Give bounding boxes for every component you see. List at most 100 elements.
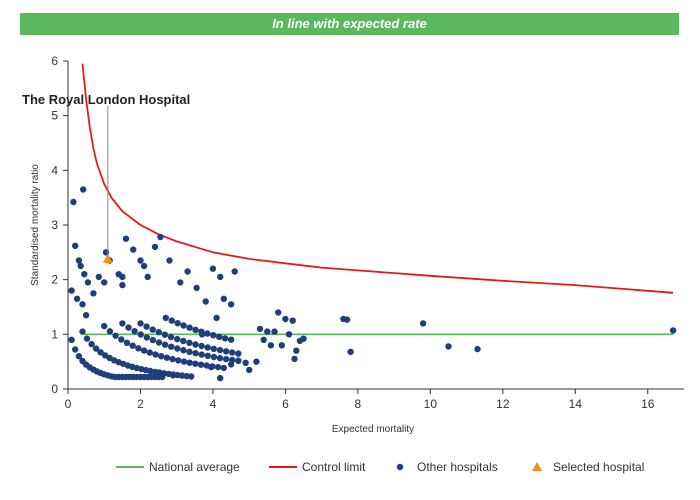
other-hospital-point: [217, 374, 224, 382]
selected-hospital-point: [102, 253, 113, 263]
other-hospital-point: [210, 353, 218, 361]
other-hospital-point: [119, 273, 126, 281]
other-hospital-point: [210, 345, 217, 352]
other-hospital-point: [106, 328, 114, 335]
x-tick-label: 14: [569, 397, 583, 411]
other-hospital-point: [220, 295, 227, 302]
other-hospital-point: [343, 316, 351, 323]
other-hospital-point: [235, 357, 242, 365]
other-hospital-point: [97, 349, 104, 356]
other-hospital-point: [168, 317, 175, 324]
y-tick-label: 0: [51, 382, 58, 396]
other-hospital-point: [152, 351, 159, 358]
legend: National average Control limit Other hospi…: [116, 460, 644, 474]
other-hospital-point: [158, 353, 165, 360]
legend-swatch: [532, 462, 542, 471]
other-hospital-point: [79, 328, 86, 335]
other-hospital-point: [260, 336, 267, 343]
other-hospital-point: [125, 324, 132, 331]
other-hospital-point: [419, 320, 427, 327]
other-hospital-point: [169, 355, 176, 363]
other-hospital-point: [177, 279, 184, 286]
other-hospital-point: [122, 235, 130, 242]
other-hospital-point: [161, 331, 169, 338]
legend-label: National average: [149, 460, 240, 474]
other-hospital-point: [242, 359, 249, 366]
other-hospital-point: [155, 329, 162, 336]
other-hospital-point: [168, 343, 175, 350]
other-hospital-point: [197, 361, 205, 368]
legend-item: Control limit: [269, 460, 366, 474]
other-hospital-point: [235, 350, 242, 357]
x-tick-label: 0: [65, 397, 72, 411]
other-hospital-point: [135, 345, 142, 352]
other-hospital-point: [300, 335, 307, 342]
other-hospital-point: [184, 268, 191, 275]
y-tick-label: 1: [51, 327, 58, 341]
other-hospital-point: [119, 320, 126, 327]
other-hospital-point: [95, 273, 103, 281]
other-hospital-point: [70, 198, 77, 206]
other-hospital-point: [216, 354, 224, 362]
other-hospital-point: [101, 279, 108, 286]
x-tick-label: 6: [282, 397, 289, 411]
other-hospital-point: [347, 348, 354, 355]
other-hospital-point: [140, 347, 148, 354]
other-hospital-point: [174, 335, 181, 343]
other-hospital-point: [227, 301, 235, 308]
other-hospital-point: [204, 344, 211, 351]
other-hospital-point: [285, 331, 293, 338]
other-hospital-point: [253, 358, 260, 365]
y-tick-label: 4: [51, 163, 58, 177]
other-hospital-point: [112, 332, 119, 339]
other-hospital-point: [175, 357, 182, 364]
other-hospital-point: [216, 333, 223, 340]
other-hospital-point: [137, 257, 144, 264]
other-hospital-point: [129, 342, 136, 349]
other-hospital-point: [146, 349, 153, 356]
other-hospital-point: [161, 341, 169, 348]
other-hospital-point: [222, 348, 230, 355]
other-hospital-point: [220, 364, 227, 372]
other-hospital-point: [198, 328, 205, 335]
other-hospital-point: [291, 355, 298, 363]
other-hospital-point: [186, 348, 193, 355]
other-hospital-point: [246, 366, 253, 374]
other-hospital-point: [203, 362, 210, 369]
other-hospital-point: [131, 328, 138, 335]
other-hospital-point: [180, 347, 187, 354]
other-hospital-point: [163, 354, 171, 361]
other-hospital-point: [293, 347, 300, 354]
other-hospital-point: [81, 271, 88, 278]
other-hospital-point: [84, 279, 92, 286]
other-hospital-point: [275, 309, 282, 316]
other-hospital-point: [229, 349, 236, 356]
other-hospital-point: [214, 363, 222, 371]
other-hospital-point: [227, 336, 235, 343]
other-hospital-point: [82, 312, 90, 319]
legend-label: Control limit: [302, 460, 366, 474]
other-hospital-point: [101, 322, 108, 330]
other-hospital-point: [229, 356, 236, 364]
other-hospital-point: [221, 335, 229, 342]
other-hospital-point: [174, 345, 181, 352]
other-hospital-point: [213, 314, 220, 322]
x-tick-label: 2: [137, 397, 144, 411]
x-tick-label: 12: [496, 397, 510, 411]
legend-item: Selected hospital: [532, 460, 644, 474]
other-hospital-point: [186, 324, 193, 331]
other-hospital-point: [157, 233, 164, 241]
x-axis-title: Expected mortality: [332, 424, 414, 435]
other-hospital-point: [75, 353, 83, 360]
other-hospital-point: [80, 186, 87, 193]
y-tick-label: 3: [51, 218, 58, 232]
y-tick-label: 2: [51, 273, 58, 287]
other-hospital-point: [186, 359, 193, 366]
other-hospital-point: [186, 339, 193, 346]
other-hospital-point: [216, 346, 224, 354]
other-hospital-point: [222, 355, 230, 363]
other-hospital-point: [88, 340, 95, 348]
plot-marks: [68, 63, 677, 382]
other-hospital-point: [83, 335, 91, 342]
